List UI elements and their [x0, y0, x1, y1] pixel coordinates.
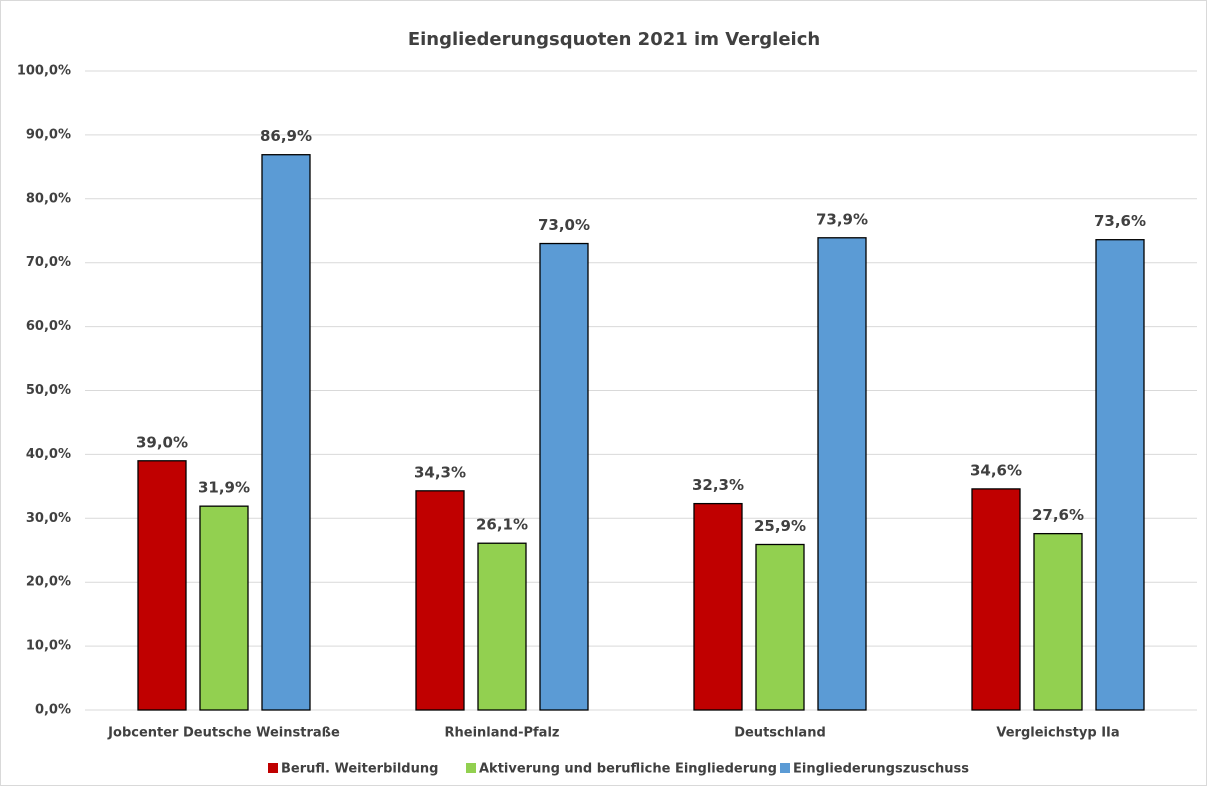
- y-tick-label: 30,0%: [26, 511, 71, 526]
- y-tick-label: 100,0%: [17, 64, 71, 79]
- y-tick-label: 20,0%: [26, 575, 71, 590]
- value-label: 31,9%: [198, 479, 250, 497]
- y-tick-label: 80,0%: [26, 191, 71, 206]
- legend-swatch: [268, 763, 278, 773]
- legend-swatch: [466, 763, 476, 773]
- bar: [415, 490, 465, 711]
- bar: [261, 154, 311, 711]
- value-label: 27,6%: [1032, 506, 1084, 524]
- value-label: 34,6%: [970, 461, 1022, 479]
- bar: [539, 242, 589, 711]
- bar: [199, 505, 249, 711]
- y-tick-label: 90,0%: [26, 127, 71, 142]
- x-tick-label: Vergleichstyp IIa: [996, 726, 1119, 741]
- bar: [971, 488, 1021, 711]
- x-tick-label: Deutschland: [734, 726, 826, 741]
- y-tick-label: 10,0%: [26, 639, 71, 654]
- bar: [477, 542, 527, 711]
- y-tick-label: 50,0%: [26, 383, 71, 398]
- chart-title: Eingliederungsquoten 2021 im Vergleich: [408, 29, 820, 50]
- bar: [693, 502, 743, 711]
- x-tick-label: Rheinland-Pfalz: [445, 726, 560, 741]
- legend-label: Aktiverung und berufliche Eingliederung: [479, 762, 777, 777]
- legend-label: Eingliederungszuschuss: [793, 762, 969, 777]
- value-label: 86,9%: [260, 127, 312, 145]
- bar: [1033, 532, 1083, 711]
- value-label: 26,1%: [476, 516, 528, 534]
- value-label: 73,6%: [1094, 212, 1146, 230]
- value-label: 34,3%: [414, 463, 466, 481]
- value-label: 25,9%: [754, 517, 806, 535]
- y-tick-label: 40,0%: [26, 447, 71, 462]
- legend-swatch: [780, 763, 790, 773]
- value-label: 39,0%: [136, 433, 188, 451]
- bar: [755, 543, 805, 711]
- bar: [1095, 239, 1145, 711]
- y-tick-label: 0,0%: [35, 703, 71, 718]
- bar: [137, 460, 187, 711]
- legend-label: Berufl. Weiterbildung: [281, 762, 438, 777]
- value-label: 73,0%: [538, 216, 590, 234]
- value-label: 73,9%: [816, 210, 868, 228]
- bar: [817, 237, 867, 711]
- x-tick-label: Jobcenter Deutsche Weinstraße: [107, 726, 340, 741]
- y-tick-label: 60,0%: [26, 319, 71, 334]
- value-label: 32,3%: [692, 476, 744, 494]
- y-tick-label: 70,0%: [26, 255, 71, 270]
